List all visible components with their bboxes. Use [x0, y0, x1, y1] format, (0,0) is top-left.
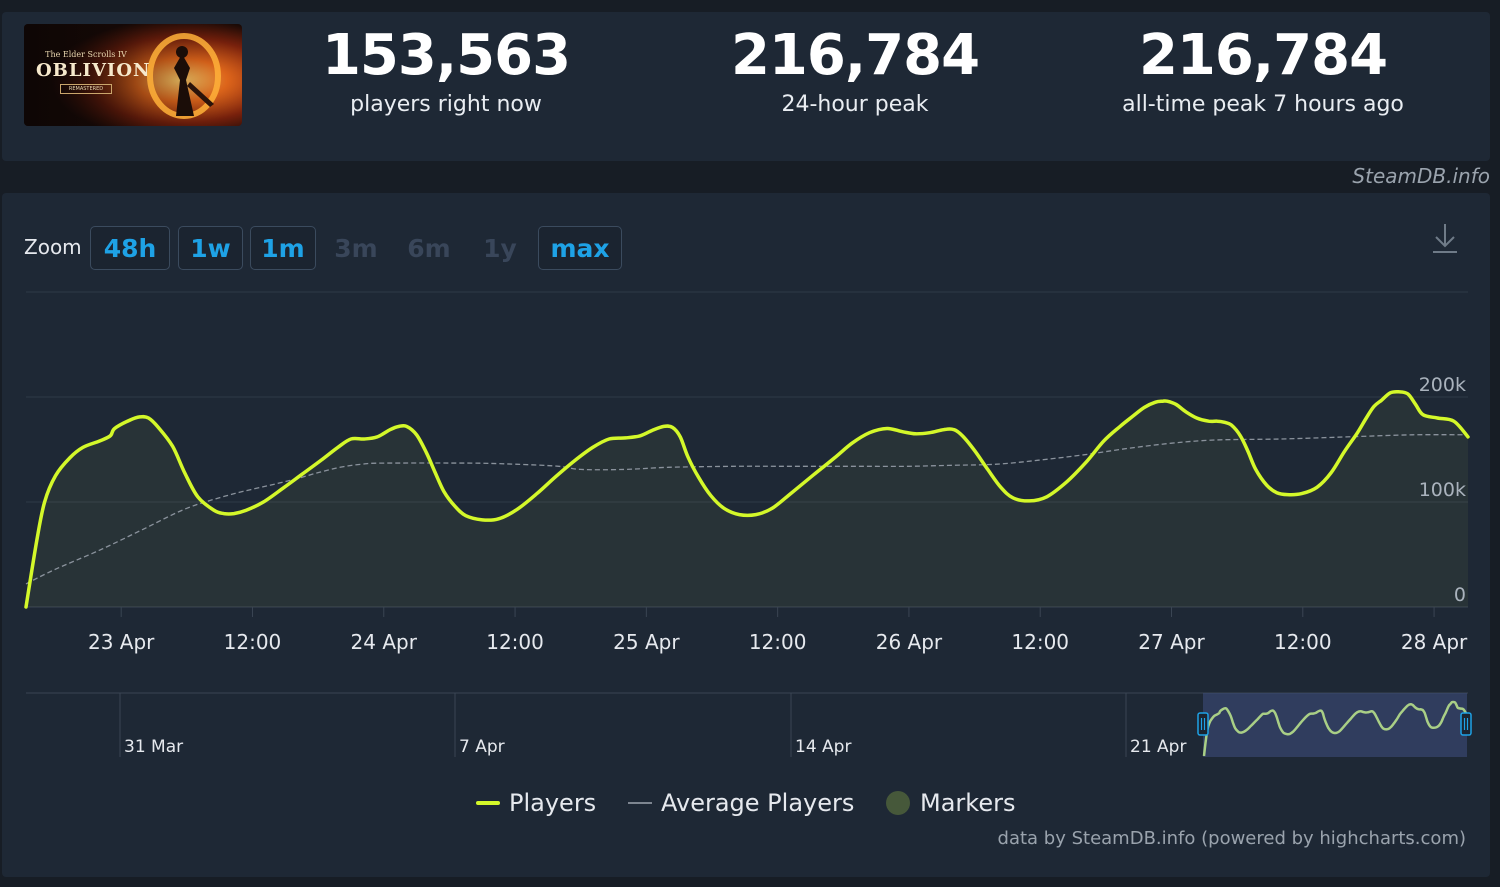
y-tick-label: 100k	[1419, 479, 1466, 501]
x-tick-label: 26 Apr	[876, 630, 943, 654]
range-navigator[interactable]: 31 Mar 7 Apr 14 Apr 21 Apr	[0, 690, 1500, 762]
x-tick-label: 28 Apr	[1401, 630, 1468, 654]
players-line[interactable]	[24, 389, 1470, 609]
zoom-max-button[interactable]: max	[538, 226, 622, 270]
navigator-tick-label: 7 Apr	[459, 737, 505, 757]
stat-value: 216,784	[730, 23, 980, 88]
x-tick-label: 27 Apr	[1138, 630, 1205, 654]
zoom-3m-button: 3m	[334, 233, 378, 263]
navigator-series-line	[1202, 700, 1468, 757]
zoom-48h-button[interactable]: 48h	[90, 226, 170, 270]
stat-24h-peak: 216,784 24-hour peak	[655, 24, 1055, 120]
x-tick-label: 12:00	[749, 630, 807, 654]
player-count-chart[interactable]: 23 Apr 12:00 24 Apr 12:00 25 Apr 12:00 26 Apr 1…	[0, 280, 1500, 660]
stat-value: 153,563	[321, 23, 571, 88]
legend-players[interactable]: Players	[476, 786, 596, 820]
navigator-selection[interactable]	[1203, 693, 1467, 757]
stat-label: players right now	[350, 92, 542, 117]
legend-average-players[interactable]: Average Players	[628, 786, 854, 820]
zoom-1y-button: 1y	[483, 233, 517, 263]
x-tick-label: 12:00	[1011, 630, 1069, 654]
zoom-6m-button: 6m	[407, 233, 451, 263]
navigator-tick-label: 21 Apr	[1130, 737, 1186, 757]
stat-value: 216,784	[1138, 23, 1388, 88]
legend-label: Markers	[920, 789, 1016, 817]
average-legend-swatch	[628, 802, 652, 804]
markers-legend-swatch	[886, 791, 910, 815]
stat-all-time-peak: 216,784 all-time peak 7 hours ago	[1063, 24, 1463, 120]
game-logo[interactable]: The Elder Scrolls IV OBLIVION REMASTERED	[24, 24, 242, 126]
logo-text: OBLIVION	[36, 60, 151, 81]
stat-label: 24-hour peak	[781, 92, 929, 117]
navigator-tick-label: 31 Mar	[124, 737, 183, 757]
players-legend-swatch	[476, 801, 500, 805]
legend-label: Average Players	[661, 789, 855, 817]
legend-markers[interactable]: Markers	[886, 786, 1015, 820]
x-tick-label: 25 Apr	[613, 630, 680, 654]
stats-card	[2, 12, 1490, 161]
chart-card	[2, 193, 1490, 877]
stat-label: all-time peak 7 hours ago	[1122, 92, 1404, 117]
x-tick-label: 23 Apr	[88, 630, 155, 654]
y-tick-label: 0	[1454, 584, 1466, 606]
x-tick-label: 12:00	[486, 630, 544, 654]
chart-credits[interactable]: data by SteamDB.info (powered by highcha…	[997, 828, 1466, 849]
x-tick-label: 24 Apr	[351, 630, 418, 654]
x-tick-label: 12:00	[224, 630, 282, 654]
download-icon[interactable]	[1430, 220, 1460, 256]
players-area	[26, 391, 1468, 607]
x-tick-label: 12:00	[1274, 630, 1332, 654]
navigator-left-handle[interactable]	[1197, 712, 1209, 736]
logo-badge: REMASTERED	[60, 84, 112, 94]
legend-label: Players	[509, 789, 597, 817]
y-tick-label: 200k	[1419, 374, 1466, 396]
steamdb-attribution[interactable]: SteamDB.info	[1352, 164, 1490, 188]
zoom-label: Zoom	[24, 235, 82, 259]
stat-current-players: 153,563 players right now	[246, 24, 646, 120]
navigator-right-handle[interactable]	[1460, 712, 1472, 736]
zoom-1w-button[interactable]: 1w	[178, 226, 243, 270]
logo-subtext: The Elder Scrolls IV	[45, 50, 127, 59]
zoom-1m-button[interactable]: 1m	[250, 226, 316, 270]
navigator-tick-label: 14 Apr	[795, 737, 851, 757]
